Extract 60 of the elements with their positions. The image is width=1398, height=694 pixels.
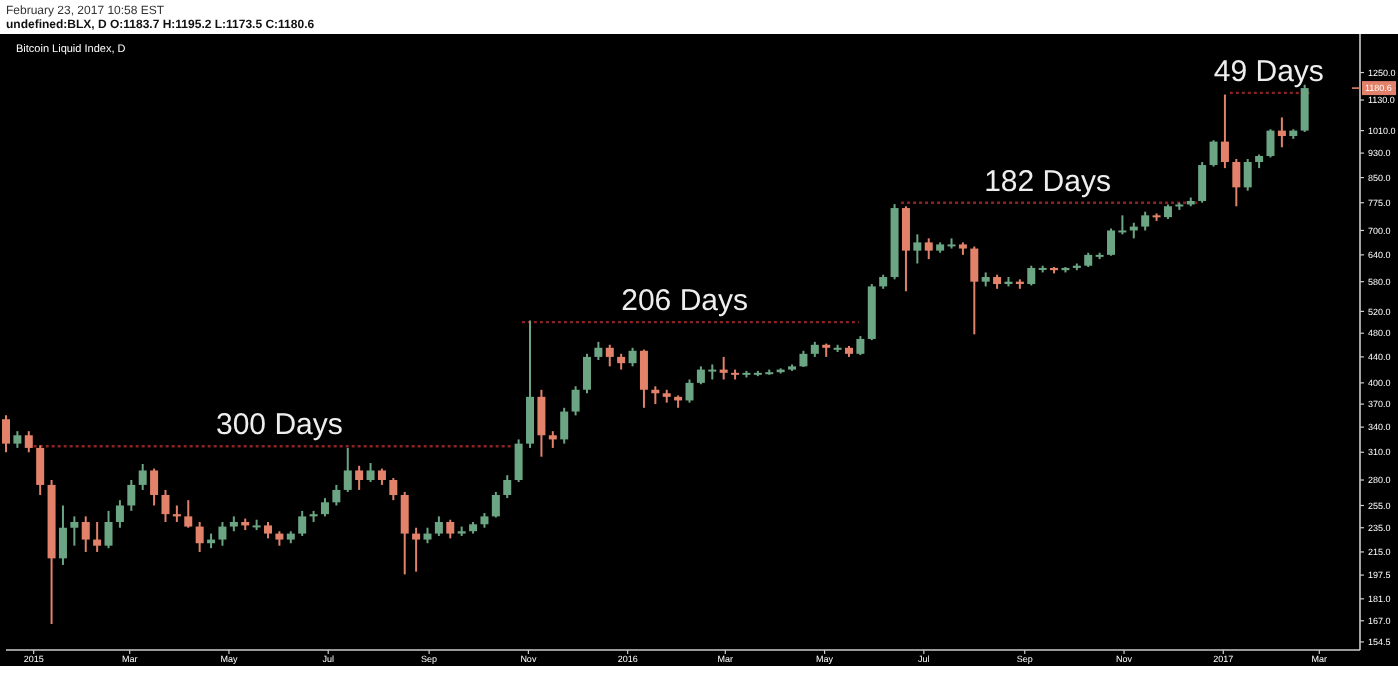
candlestick xyxy=(298,509,307,537)
candlestick xyxy=(628,346,637,368)
candlestick xyxy=(389,477,398,502)
candlestick xyxy=(1277,116,1286,149)
candlestick xyxy=(514,438,523,483)
candlestick xyxy=(161,488,170,523)
candlestick xyxy=(526,319,535,449)
candlestick xyxy=(434,515,443,537)
candlestick xyxy=(571,385,580,417)
candlestick xyxy=(1232,158,1241,208)
candlestick xyxy=(594,340,603,362)
annotation: 206 Days xyxy=(621,284,748,319)
candlestick xyxy=(1198,161,1207,204)
candlestick xyxy=(1266,128,1275,159)
candlestick xyxy=(560,406,569,445)
candlestick xyxy=(58,504,67,566)
candlestick xyxy=(582,352,591,395)
candlestick xyxy=(913,233,922,265)
candlestick xyxy=(1141,210,1150,232)
candlestick xyxy=(639,348,648,409)
candlestick xyxy=(366,462,375,483)
candlestick xyxy=(400,490,409,576)
candlestick xyxy=(81,515,90,553)
candlestick xyxy=(195,520,204,553)
candlestick xyxy=(184,499,193,529)
candlestick xyxy=(70,515,79,547)
candlestick xyxy=(93,520,102,553)
annotation: 182 Days xyxy=(984,164,1111,199)
candlestick xyxy=(115,499,124,529)
candlestick xyxy=(332,483,341,507)
candlestick xyxy=(605,343,614,368)
candlestick xyxy=(901,205,910,293)
candlestick xyxy=(355,464,364,491)
candlestick xyxy=(412,526,421,573)
candlestick xyxy=(970,245,979,336)
candlestick xyxy=(537,388,546,458)
candlestick xyxy=(1220,93,1229,170)
candlestick xyxy=(947,237,956,250)
candlestick xyxy=(2,414,10,454)
candlestick xyxy=(343,446,352,493)
annotation: 49 Days xyxy=(1213,54,1324,89)
candlestick xyxy=(218,520,227,547)
candlestick xyxy=(685,378,694,404)
candlestick xyxy=(320,497,329,518)
candlestick xyxy=(104,509,113,550)
candlestick xyxy=(1027,264,1036,287)
candlestick xyxy=(856,335,865,357)
candlestick xyxy=(150,467,159,507)
candlestick xyxy=(924,237,933,261)
annotation: 300 Days xyxy=(216,408,343,443)
candlestick xyxy=(491,490,500,519)
candlestick xyxy=(1209,139,1218,168)
candlestick xyxy=(719,355,728,381)
candlestick xyxy=(36,444,45,496)
candlestick xyxy=(503,474,512,500)
candlestick xyxy=(446,518,455,540)
candlestick xyxy=(127,479,136,512)
candlestick xyxy=(24,430,33,454)
candlestick xyxy=(1243,158,1252,192)
candlestick xyxy=(138,462,147,491)
